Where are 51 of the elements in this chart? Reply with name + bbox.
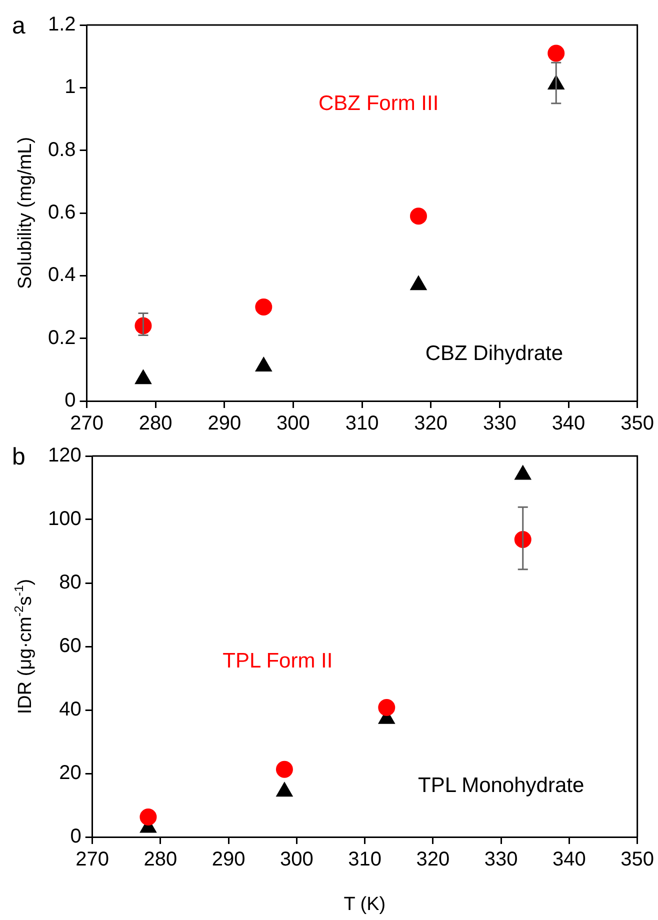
y-tick-label: 0	[64, 390, 76, 412]
y-tick-label: 20	[59, 762, 82, 784]
x-tick-label: 350	[620, 412, 654, 435]
y-tick-label: 0.4	[48, 264, 76, 286]
y-tick-label: 0.2	[48, 326, 76, 349]
y-tick-label: 1	[64, 76, 76, 98]
y-tick-label: 40	[59, 698, 82, 721]
x-tick-label: 270	[76, 848, 110, 871]
x-tick-label: 310	[348, 848, 382, 871]
point	[134, 370, 152, 384]
y-tick-label: 100	[48, 508, 82, 530]
chart-title: b	[12, 444, 26, 471]
point	[410, 276, 427, 290]
point	[548, 44, 565, 62]
x-tick-label: 280	[144, 848, 178, 871]
y-tick-label: 0.8	[48, 138, 76, 161]
y-tick-label: 0	[70, 826, 82, 848]
y-tick-label: 120	[48, 444, 82, 467]
y-tick-label: 1.2	[48, 14, 76, 36]
x-tick-label: 300	[276, 412, 310, 435]
x-tick-label: 330	[484, 848, 518, 871]
point	[140, 808, 157, 826]
x-tick-label: 340	[552, 848, 586, 871]
x-tick-label: 290	[208, 412, 242, 435]
y-axis-title: IDR (μg·cm-2s-1)	[12, 578, 36, 714]
x-tick-label: 310	[345, 412, 379, 435]
x-tick-label: 320	[416, 848, 450, 871]
point	[514, 465, 532, 480]
point	[276, 760, 293, 778]
point	[378, 698, 396, 716]
point	[276, 782, 293, 797]
point	[255, 357, 272, 372]
x-tick-label: 290	[212, 848, 246, 871]
x-tick-label: 270	[70, 412, 104, 435]
x-tick-label: 350	[620, 848, 654, 871]
y-axis-title: Solubility (mg/mL)	[15, 136, 36, 290]
text: CBZ Form III	[318, 92, 439, 115]
y-tick-label: 60	[59, 635, 82, 658]
x-axis-title: T (K)	[344, 894, 386, 916]
text: TPL Monohydrate	[418, 774, 584, 798]
x-tick-label: 340	[552, 412, 586, 435]
y-tick-label: 80	[59, 572, 82, 594]
text: CBZ Dihydrate	[425, 342, 564, 365]
text: TPL Form II	[222, 650, 333, 673]
x-tick-label: 330	[483, 412, 516, 435]
chart-title: a	[12, 12, 26, 40]
x-tick-label: 280	[138, 412, 172, 435]
x-tick-label: 300	[280, 848, 314, 871]
x-tick-label: 320	[414, 412, 448, 435]
point	[410, 208, 427, 225]
y-tick-label: 0.6	[48, 202, 76, 224]
